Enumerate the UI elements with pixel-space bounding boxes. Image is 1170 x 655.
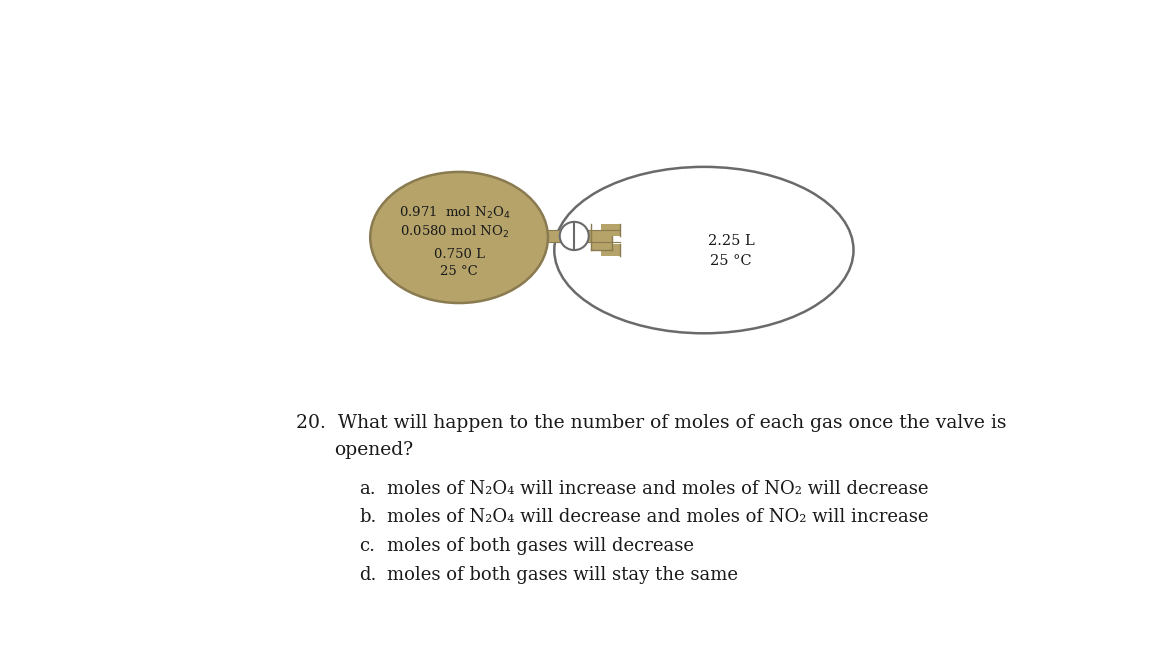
Text: opened?: opened?: [333, 441, 413, 458]
Bar: [589, 230, 601, 242]
Bar: [601, 224, 620, 236]
Text: a.: a.: [359, 479, 376, 498]
Text: moles of both gases will decrease: moles of both gases will decrease: [386, 537, 694, 555]
Text: d.: d.: [359, 566, 377, 584]
Text: 25 °C: 25 °C: [710, 254, 752, 268]
Ellipse shape: [559, 222, 589, 250]
Text: c.: c.: [359, 537, 376, 555]
Text: 25 °C: 25 °C: [440, 265, 479, 278]
Bar: [591, 230, 612, 250]
Text: b.: b.: [359, 508, 377, 527]
Text: moles of N₂O₄ will decrease and moles of NO₂ will increase: moles of N₂O₄ will decrease and moles of…: [386, 508, 928, 527]
Text: moles of N₂O₄ will increase and moles of NO₂ will decrease: moles of N₂O₄ will increase and moles of…: [386, 479, 928, 498]
Text: 0.750 L: 0.750 L: [434, 248, 484, 261]
Ellipse shape: [370, 172, 548, 303]
Text: 2.25 L: 2.25 L: [708, 234, 755, 248]
Circle shape: [555, 167, 854, 333]
Text: 0.0580 mol NO$_2$: 0.0580 mol NO$_2$: [400, 225, 509, 240]
Bar: [541, 230, 589, 242]
Text: 0.971  mol N$_2$O$_4$: 0.971 mol N$_2$O$_4$: [399, 205, 510, 221]
Bar: [601, 244, 620, 256]
Text: moles of both gases will stay the same: moles of both gases will stay the same: [386, 566, 737, 584]
Text: 20.  What will happen to the number of moles of each gas once the valve is: 20. What will happen to the number of mo…: [296, 414, 1006, 432]
